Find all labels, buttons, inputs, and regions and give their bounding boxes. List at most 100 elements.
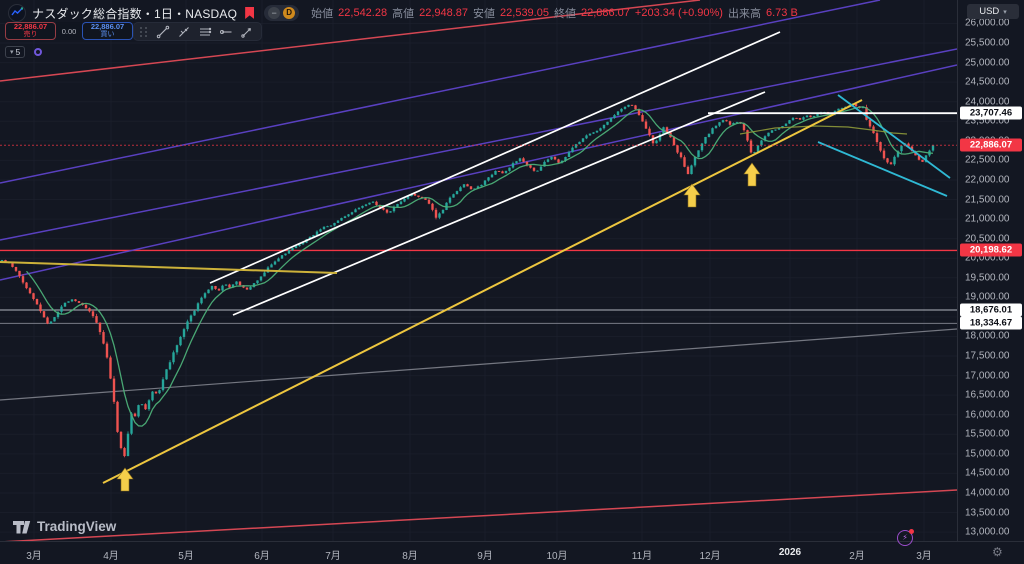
close-value: 22,886.07 <box>580 7 630 19</box>
time-tick-label: 9月 <box>477 551 493 562</box>
price-tick-label: 21,000.00 <box>965 213 1010 225</box>
low-value: 22,539.05 <box>500 7 549 19</box>
trendline-cyan-wedge-lower <box>817 141 948 197</box>
high-label: 高値 <box>392 8 415 20</box>
price-tick-label: 16,500.00 <box>965 389 1010 401</box>
interval-mode-pill[interactable]: − D <box>264 5 300 21</box>
trend-line-tool-icon[interactable] <box>154 23 171 40</box>
price-tick-label: 17,500.00 <box>965 350 1010 362</box>
currency-value: USD <box>979 6 1000 17</box>
currency-selector[interactable]: USD ▾ <box>967 4 1019 19</box>
time-tick-label: 6月 <box>254 551 270 562</box>
axis-settings-gear-icon[interactable]: ⚙ <box>992 545 1003 559</box>
time-tick-label: 3月 <box>26 551 42 562</box>
price-tick-label: 25,000.00 <box>965 57 1010 69</box>
price-tick-label: 22,500.00 <box>965 154 1010 166</box>
background-drawings <box>0 0 957 541</box>
trendline-purple-line-2 <box>0 48 957 241</box>
trendline-purple-line-3 <box>0 64 957 281</box>
time-tick-label: 10月 <box>546 551 568 562</box>
minus-icon[interactable]: − <box>268 7 281 19</box>
trendline-red-channel-upper <box>0 0 701 82</box>
price-tag-2019862: 20,198.62 <box>960 243 1022 257</box>
daily-interval-badge[interactable]: D <box>283 7 296 19</box>
trendline-white-channel-upper <box>209 31 781 284</box>
tradingview-logo[interactable]: TradingView <box>12 517 116 536</box>
up-arrow-buy-signal-december-dip[interactable] <box>743 162 761 187</box>
time-tick-label: 5月 <box>178 551 194 562</box>
tradingview-logo-text: TradingView <box>37 519 117 534</box>
price-tick-label: 13,500.00 <box>965 507 1010 519</box>
price-tick-label: 21,500.00 <box>965 194 1010 206</box>
sparkline-logo-icon <box>11 7 23 16</box>
trendline-purple-line-1 <box>0 0 881 184</box>
bookmark-icon[interactable] <box>245 7 255 19</box>
buy-price: 22,886.07 <box>90 22 125 32</box>
price-tag-2288607: 22,886.07 <box>960 138 1022 152</box>
trade-buttons: 22,886.07 売り 0.00 22,886.07 買い <box>5 22 133 40</box>
chart-canvas[interactable] <box>0 0 957 541</box>
bar-count-value: 5 <box>15 47 21 57</box>
buy-label: 買い <box>100 31 115 39</box>
spread-value: 0.00 <box>56 22 82 40</box>
trendline-red-channel-lower <box>4 489 957 541</box>
close-label: 終値 <box>553 8 576 20</box>
symbol-logo[interactable] <box>8 4 26 22</box>
price-tick-label: 25,500.00 <box>965 37 1010 49</box>
time-tick-label: 8月 <box>402 551 418 562</box>
time-tick-label: 2月 <box>849 551 865 562</box>
tradingview-mark-icon <box>13 521 31 534</box>
sync-indicator-icon[interactable] <box>34 48 43 56</box>
price-tick-label: 19,500.00 <box>965 272 1010 284</box>
ohlc-readout: 始値 22,542.28 高値 22,948.87 安値 22,539.05 終… <box>311 5 798 21</box>
interval-row: ▾ 5 <box>5 46 43 58</box>
price-tick-label: 20,000.00 <box>965 252 1010 264</box>
sell-price: 22,886.07 <box>13 22 48 32</box>
price-tick-label: 19,000.00 <box>965 291 1010 303</box>
horizontal-ray-tool-icon[interactable] <box>217 23 234 40</box>
parallel-channel-tool-icon[interactable] <box>196 23 213 40</box>
drawing-toolbar <box>133 22 262 41</box>
symbol-title[interactable]: ナスダック総合指数・1日・NASDAQ <box>32 6 238 21</box>
symbol-info-bar: ナスダック総合指数・1日・NASDAQ − D 始値 22,542.28 高値 … <box>8 4 798 22</box>
price-tick-label: 26,000.00 <box>965 17 1010 29</box>
price-tick-label: 14,000.00 <box>965 487 1010 499</box>
time-tick-label: 11月 <box>631 551 653 562</box>
short-ma-line <box>26 106 934 427</box>
price-tick-label: 15,500.00 <box>965 428 1010 440</box>
time-tick-label: 4月 <box>103 551 119 562</box>
chevron-down-icon: ▾ <box>1003 8 1007 16</box>
price-tick-label: 16,000.00 <box>965 409 1010 421</box>
trendline-gray-diagonal <box>0 328 957 401</box>
time-axis[interactable]: ⚙ 3月 4月 5月 6月 7月 8月 9月 10月 11月 12月 2026 2月 3月 <box>0 541 1024 564</box>
trendline-yellow-support-trendline <box>102 99 863 484</box>
lightning-bolt-icon: ⚡ <box>902 533 908 542</box>
boost-lightning-icon[interactable]: ⚡ <box>897 529 914 546</box>
up-arrow-buy-signal-april-low[interactable] <box>116 467 134 492</box>
bar-count-widget[interactable]: ▾ 5 <box>5 46 26 58</box>
sell-button[interactable]: 22,886.07 売り <box>5 22 56 40</box>
chevron-down-icon: ▾ <box>10 49 14 56</box>
price-tag-1867601: 18,676.01 <box>960 303 1022 317</box>
up-arrow-buy-signal-november-dip[interactable] <box>683 183 701 208</box>
high-value: 22,948.87 <box>419 7 469 19</box>
price-tick-label: 23,500.00 <box>965 115 1010 127</box>
open-label: 始値 <box>311 8 334 20</box>
change-value: +203.34 (+0.90%) <box>634 7 723 19</box>
signal-arrows <box>116 162 761 492</box>
info-line-tool-icon[interactable] <box>175 23 192 40</box>
arrow-line-tool-icon[interactable] <box>238 23 255 40</box>
price-tick-label: 24,000.00 <box>965 96 1010 108</box>
long-ma-line <box>739 125 908 135</box>
price-axis[interactable]: 26,000.00 25,500.00 25,000.00 24,500.00 24,0… <box>957 0 1024 541</box>
volume-value: 6.73 B <box>765 7 798 19</box>
price-tick-label: 18,000.00 <box>965 330 1010 342</box>
price-tag-2370746: 23,707.46 <box>960 106 1022 120</box>
price-tick-label: 17,000.00 <box>965 370 1010 382</box>
price-tick-label: 22,000.00 <box>965 174 1010 186</box>
volume-label: 出来高 <box>727 8 761 20</box>
toolbar-drag-handle-icon[interactable] <box>140 26 148 37</box>
trendline-white-channel-lower <box>232 91 766 316</box>
buy-button[interactable]: 22,886.07 買い <box>82 22 133 40</box>
